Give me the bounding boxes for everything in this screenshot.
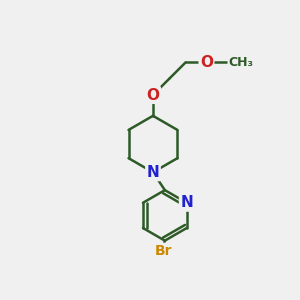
Text: O: O: [146, 88, 160, 103]
Text: CH₃: CH₃: [229, 56, 254, 69]
Text: O: O: [200, 55, 213, 70]
Text: Br: Br: [154, 244, 172, 258]
Text: N: N: [180, 195, 193, 210]
Text: N: N: [147, 165, 159, 180]
